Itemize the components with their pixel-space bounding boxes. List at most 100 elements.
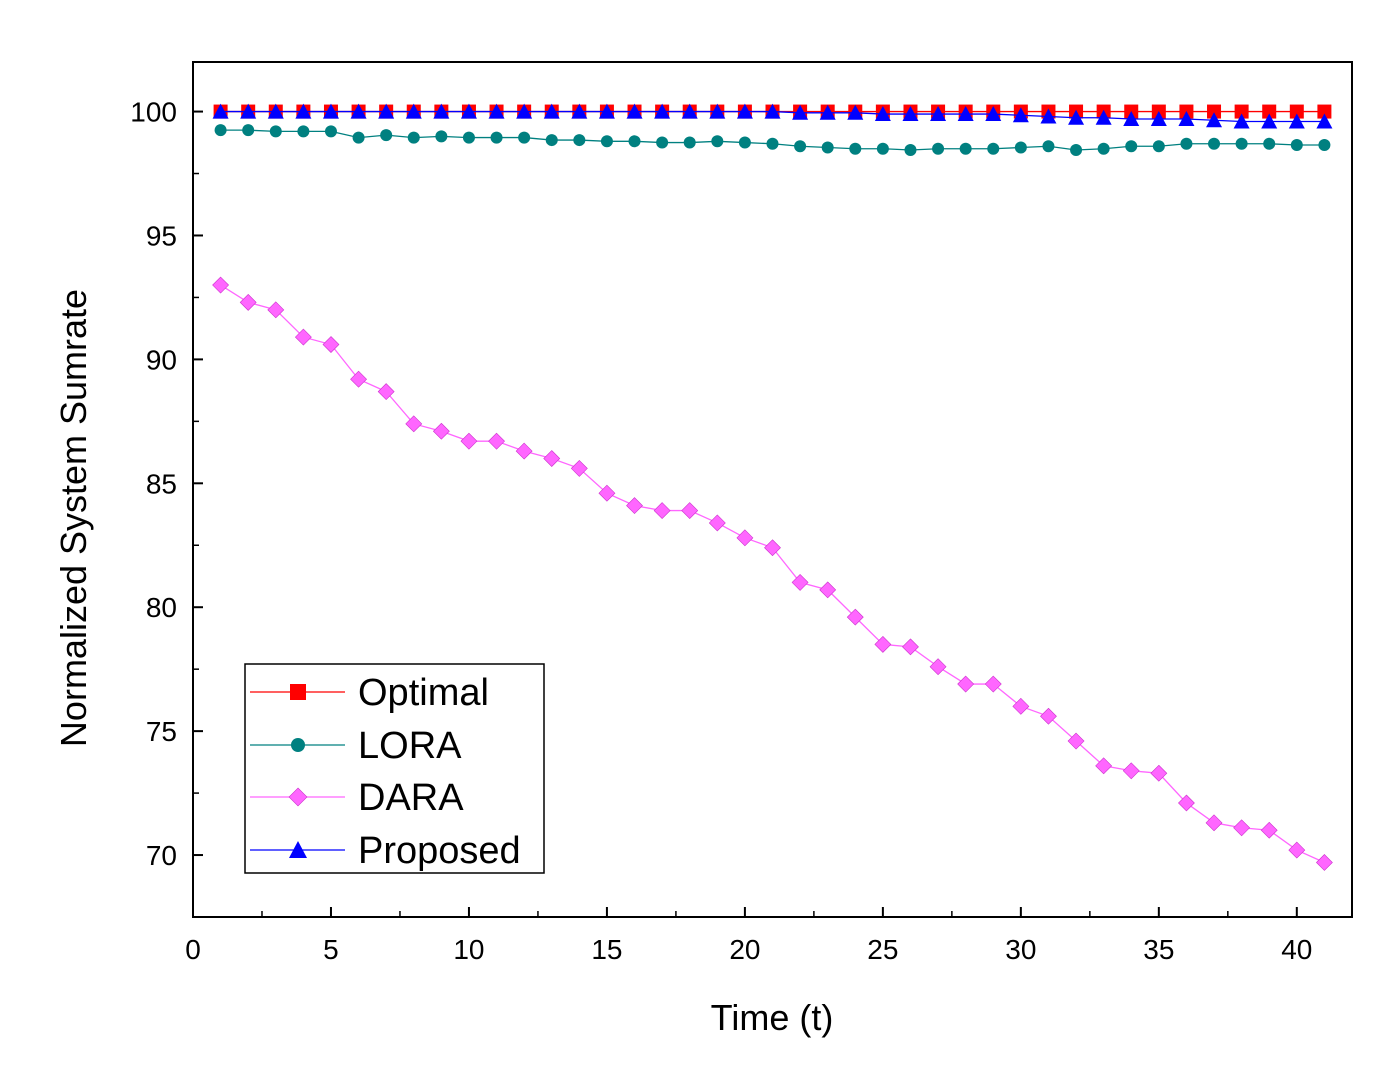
proposed-point [295, 103, 312, 119]
dara-point [846, 608, 864, 626]
dara-point [1067, 732, 1085, 750]
dara-point [902, 638, 919, 656]
proposed-point [681, 103, 698, 119]
dara-point [1233, 819, 1251, 837]
dara-point [1012, 697, 1030, 715]
proposed-point [985, 106, 1002, 122]
lora-point [876, 142, 889, 155]
dara-point [350, 370, 367, 388]
dara-point [543, 450, 561, 467]
dara-point [294, 328, 312, 346]
dara-point [1178, 794, 1195, 812]
dara-point [460, 432, 478, 450]
proposed-point [350, 103, 367, 119]
proposed-point [1150, 111, 1167, 126]
y-axis-title: Normalized System Sumrate [53, 289, 94, 747]
lora-point [711, 135, 724, 148]
dara-point [764, 539, 781, 557]
dara-point [957, 675, 975, 693]
lora-point [904, 143, 917, 156]
optimal-point [1289, 104, 1304, 119]
lora-point [573, 134, 586, 147]
dara-point [1315, 854, 1333, 871]
dara-point [984, 675, 1002, 693]
proposed-point [736, 103, 753, 119]
lora-point [297, 125, 310, 138]
dara-point [322, 336, 340, 353]
optimal-point [1207, 104, 1222, 119]
legend-marker-lora [291, 738, 305, 752]
x-tick-label: 40 [1281, 934, 1312, 965]
legend-label: DARA [358, 777, 464, 819]
dara-point [570, 460, 588, 477]
lora-point [1290, 139, 1303, 152]
lora-point [987, 142, 1000, 155]
lora-point [932, 142, 945, 155]
proposed-point [902, 106, 919, 122]
lora-point [683, 136, 696, 149]
proposed-point [516, 103, 533, 119]
proposed-point [626, 103, 643, 119]
legend-marker-dara [288, 787, 308, 807]
lora-point [1097, 142, 1110, 155]
dara-point [267, 301, 285, 319]
series-layer [212, 103, 1333, 871]
proposed-point [1123, 111, 1140, 126]
proposed-point [1040, 108, 1057, 124]
x-tick-label: 0 [185, 934, 201, 965]
proposed-point [1233, 113, 1250, 129]
proposed-point [709, 103, 726, 119]
lora-point [352, 131, 365, 144]
lora-point [214, 124, 227, 137]
proposed-point [598, 103, 615, 119]
proposed-point [654, 103, 671, 119]
proposed-point [957, 106, 974, 122]
dara-point [1288, 841, 1306, 859]
x-tick-label: 5 [323, 934, 339, 965]
x-tick-label: 35 [1143, 934, 1174, 965]
x-tick-label: 20 [729, 934, 760, 965]
y-tick-label: 85 [146, 468, 177, 499]
dara-point [929, 658, 947, 676]
dara-point [626, 497, 643, 515]
legend-item-proposed: Proposed [250, 830, 521, 872]
dara-point [488, 432, 505, 450]
x-tick-label: 10 [453, 934, 484, 965]
lora-point [1318, 139, 1331, 152]
lora-point [1070, 143, 1083, 156]
legend-item-lora: LORA [250, 725, 462, 767]
dara-point [1150, 764, 1168, 782]
dara-point [1040, 707, 1057, 725]
proposed-point [405, 103, 422, 119]
proposed-point [378, 103, 395, 119]
lora-point [545, 134, 558, 147]
proposed-point [1316, 113, 1333, 129]
proposed-point [240, 103, 257, 119]
legend-marker-proposed [289, 841, 307, 858]
lora-point [821, 141, 834, 154]
lora-point [738, 136, 751, 149]
dara-point [874, 635, 892, 653]
dara-point [736, 529, 754, 547]
lora-point [1208, 137, 1221, 150]
lora-point [794, 140, 807, 153]
x-axis-title: Time (t) [711, 997, 834, 1038]
dara-point [819, 581, 837, 599]
y-tick-label: 75 [146, 716, 177, 747]
dara-point [1095, 757, 1113, 775]
dara-point [598, 484, 616, 502]
legend-label: Proposed [358, 830, 521, 872]
series-proposed [212, 103, 1333, 129]
lora-point [490, 131, 503, 144]
proposed-point [1068, 109, 1085, 125]
proposed-point [322, 103, 339, 119]
proposed-point [819, 104, 836, 120]
legend-item-optimal: Optimal [250, 672, 489, 714]
proposed-point [1095, 109, 1112, 125]
proposed-point [1206, 112, 1223, 128]
dara-point [212, 276, 230, 294]
dara-point [432, 422, 450, 440]
lora-point [959, 142, 972, 155]
optimal-point [1262, 104, 1277, 119]
